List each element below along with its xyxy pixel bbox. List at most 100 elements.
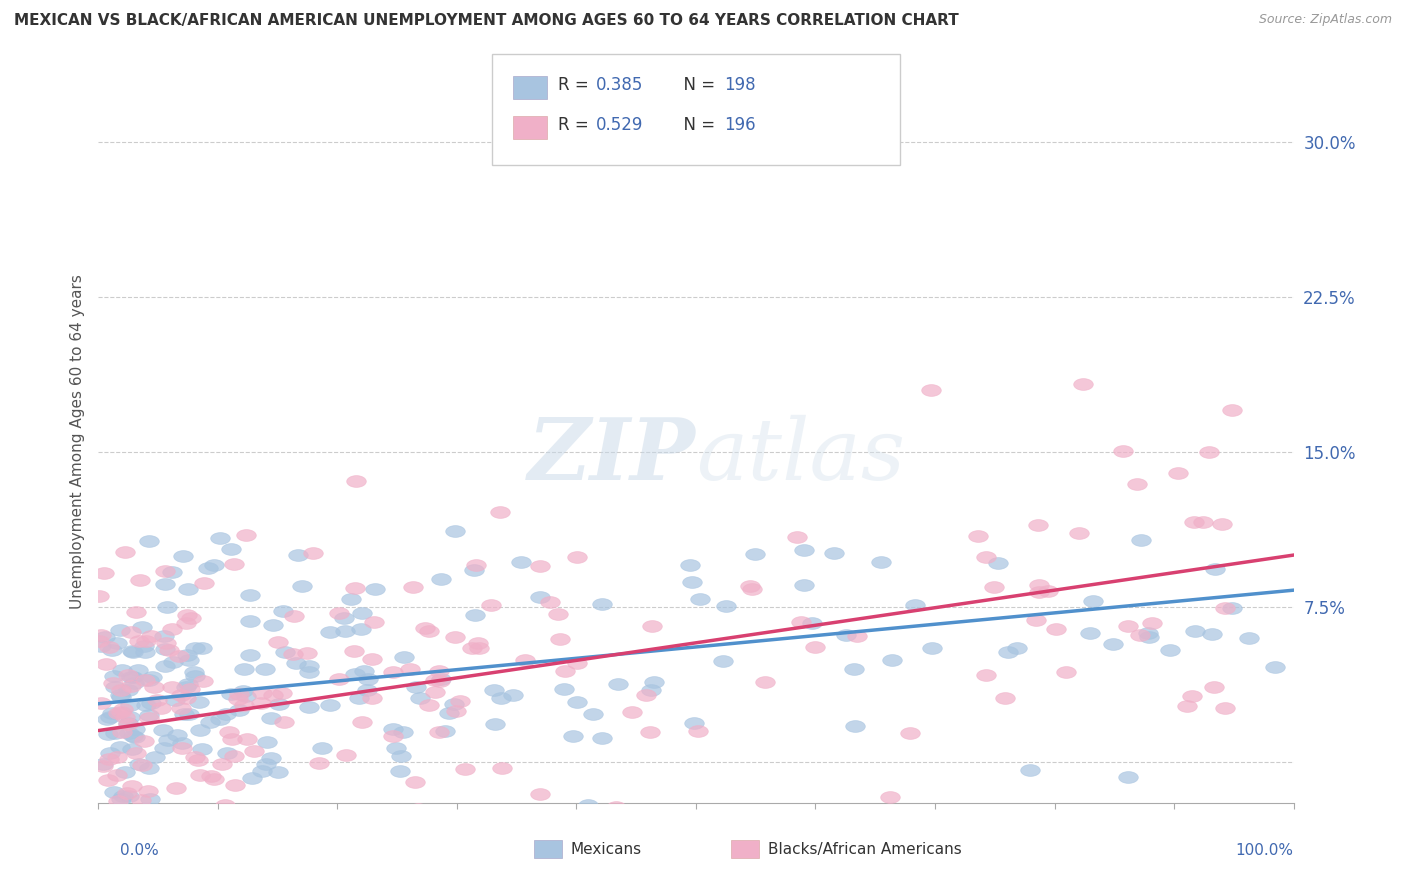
Point bbox=[468, 641, 491, 656]
Point bbox=[270, 686, 292, 700]
Point bbox=[128, 757, 150, 772]
Point bbox=[283, 647, 305, 661]
Point bbox=[101, 676, 124, 690]
Point bbox=[427, 725, 450, 739]
Point bbox=[353, 664, 375, 678]
Point bbox=[98, 746, 121, 760]
Point bbox=[273, 715, 295, 730]
Point bbox=[395, 886, 418, 892]
Point bbox=[1112, 444, 1135, 458]
Point bbox=[741, 582, 763, 596]
Point bbox=[640, 725, 662, 739]
Point bbox=[793, 577, 815, 591]
Point bbox=[139, 792, 162, 806]
Point bbox=[350, 606, 373, 620]
Point bbox=[443, 630, 465, 644]
Point bbox=[449, 694, 471, 708]
Point bbox=[112, 850, 135, 864]
Point bbox=[408, 691, 430, 706]
Point bbox=[529, 590, 551, 604]
Point bbox=[1204, 681, 1226, 695]
Point bbox=[430, 573, 453, 587]
Point bbox=[967, 529, 990, 543]
Point bbox=[110, 690, 132, 705]
Point bbox=[418, 624, 440, 639]
Point bbox=[364, 582, 387, 596]
Point bbox=[789, 615, 811, 629]
Point bbox=[160, 680, 183, 694]
Point bbox=[226, 692, 249, 706]
Point bbox=[385, 740, 408, 755]
Point bbox=[319, 625, 342, 640]
Point bbox=[1118, 770, 1140, 784]
Point bbox=[562, 730, 585, 744]
Point bbox=[260, 710, 283, 724]
Point bbox=[591, 598, 613, 612]
Point bbox=[179, 653, 201, 667]
Point bbox=[582, 706, 605, 721]
Point bbox=[352, 714, 374, 729]
Point bbox=[333, 624, 356, 638]
Point bbox=[118, 726, 141, 740]
Point bbox=[489, 691, 512, 706]
Point bbox=[835, 628, 858, 642]
Point bbox=[392, 650, 415, 665]
Point bbox=[381, 665, 404, 679]
Point bbox=[298, 665, 321, 679]
Point bbox=[172, 549, 194, 563]
Point bbox=[689, 591, 711, 606]
Point bbox=[100, 642, 122, 657]
Point bbox=[204, 772, 226, 786]
Point bbox=[97, 772, 120, 787]
Point bbox=[87, 590, 110, 604]
Text: 0.385: 0.385 bbox=[596, 76, 644, 94]
Point bbox=[108, 739, 131, 754]
Point bbox=[115, 786, 138, 800]
Point bbox=[287, 548, 309, 562]
Point bbox=[105, 749, 128, 764]
Point bbox=[214, 798, 236, 813]
Point bbox=[134, 645, 156, 659]
Point bbox=[538, 595, 561, 609]
Point bbox=[297, 700, 319, 714]
Point bbox=[356, 683, 378, 698]
Point bbox=[398, 662, 420, 676]
Point bbox=[138, 534, 160, 549]
Point bbox=[360, 652, 382, 666]
Point bbox=[262, 688, 284, 702]
Point bbox=[236, 731, 259, 746]
Point bbox=[125, 746, 148, 760]
Text: ZIP: ZIP bbox=[529, 414, 696, 498]
Point bbox=[131, 758, 153, 772]
Point bbox=[786, 530, 808, 544]
Point bbox=[284, 656, 307, 670]
Point bbox=[131, 793, 153, 807]
Point bbox=[250, 696, 273, 710]
Point bbox=[1213, 701, 1236, 715]
Point bbox=[232, 698, 254, 712]
Point bbox=[845, 628, 868, 642]
Point bbox=[90, 696, 112, 710]
Point bbox=[479, 598, 502, 612]
Point bbox=[208, 712, 231, 726]
Text: 100.0%: 100.0% bbox=[1236, 843, 1294, 858]
Point bbox=[405, 680, 427, 694]
Point bbox=[898, 726, 921, 740]
Point bbox=[184, 749, 207, 764]
Point bbox=[1028, 585, 1050, 599]
Point bbox=[1239, 631, 1261, 645]
Point bbox=[200, 769, 222, 783]
Point bbox=[110, 705, 132, 719]
Point bbox=[529, 787, 551, 801]
Point bbox=[209, 531, 232, 545]
Point bbox=[291, 579, 314, 593]
Point bbox=[239, 588, 262, 602]
Point bbox=[103, 785, 125, 799]
Text: Mexicans: Mexicans bbox=[571, 842, 643, 856]
Point bbox=[454, 762, 477, 776]
Point bbox=[132, 639, 155, 653]
Point bbox=[166, 827, 188, 841]
Point bbox=[139, 629, 162, 643]
Point bbox=[239, 614, 262, 628]
Point bbox=[554, 664, 576, 678]
